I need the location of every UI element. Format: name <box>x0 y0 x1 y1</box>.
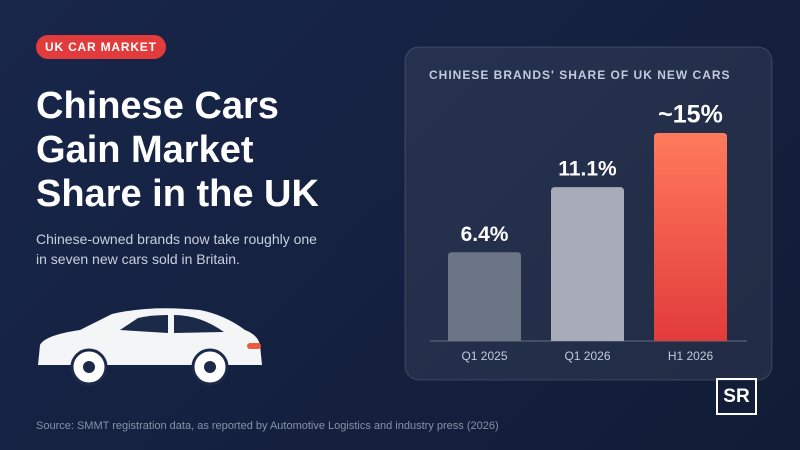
value-label: 11.1% <box>558 158 617 181</box>
bar <box>654 133 727 341</box>
headline: Chinese Cars Gain Market Share in the UK <box>36 85 319 215</box>
chart-title: CHINESE BRANDS' SHARE OF UK NEW CARS <box>429 68 731 82</box>
value-label: 6.4% <box>461 223 509 246</box>
value-label: ~15% <box>658 101 723 129</box>
bar <box>551 187 624 341</box>
car-illustration <box>38 308 262 386</box>
badge: UK CAR MARKET <box>36 35 166 59</box>
subheadline: Chinese-owned brands now take roughly on… <box>36 231 317 267</box>
x-tick-label: Q1 2026 <box>564 349 610 363</box>
x-tick-label: H1 2026 <box>668 349 714 363</box>
bar <box>448 252 521 341</box>
logo: SR <box>716 378 757 415</box>
x-tick-label: Q1 2025 <box>461 349 507 363</box>
source: Source: SMMT registration data, as repor… <box>36 420 499 432</box>
